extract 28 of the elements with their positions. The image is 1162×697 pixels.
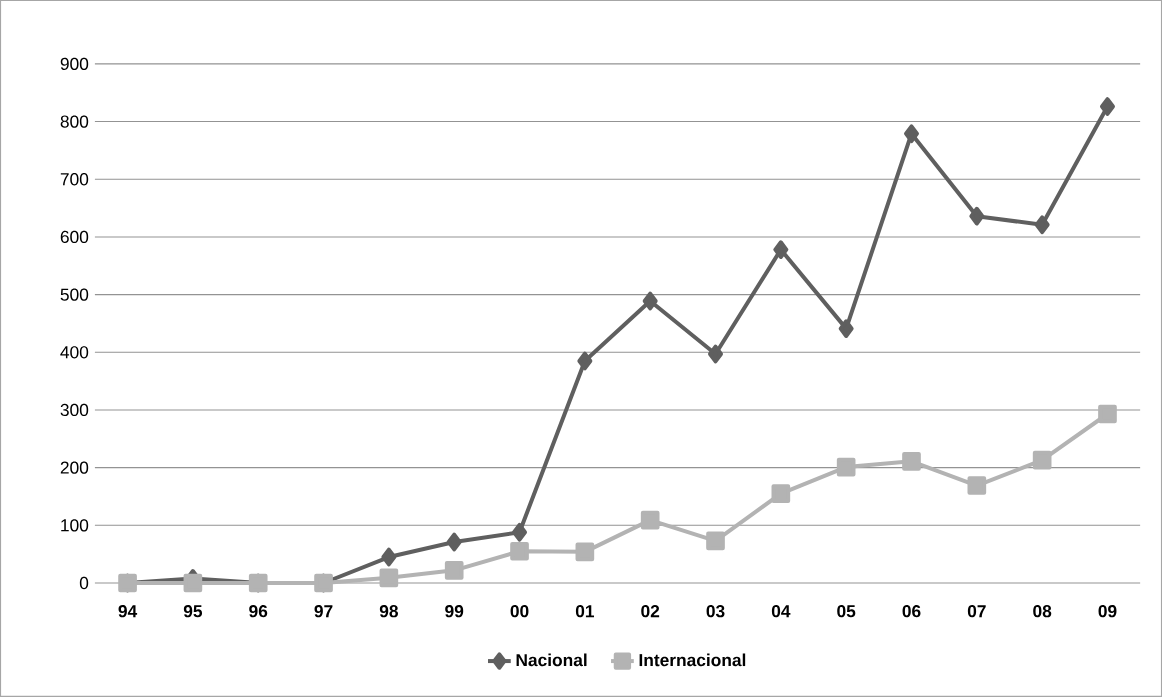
x-tick-label: 07 bbox=[967, 605, 986, 618]
y-tick-label: 400 bbox=[60, 346, 89, 359]
x-tick-label: 05 bbox=[837, 605, 856, 618]
x-tick-label: 96 bbox=[249, 605, 268, 618]
x-tick-label: 01 bbox=[575, 605, 595, 618]
x-tick-label: 95 bbox=[183, 605, 203, 618]
x-tick-label: 06 bbox=[902, 605, 921, 618]
x-tick-label: 98 bbox=[379, 605, 398, 618]
y-tick-label: 900 bbox=[60, 57, 89, 71]
x-tick-label: 94 bbox=[118, 605, 138, 618]
legend-label: Internacional bbox=[639, 653, 746, 667]
x-tick-label: 04 bbox=[771, 605, 791, 618]
x-tick-label: 00 bbox=[510, 605, 529, 618]
y-tick-label: 500 bbox=[60, 288, 89, 301]
y-tick-label: 200 bbox=[60, 461, 89, 474]
y-tick-label: 0 bbox=[79, 576, 89, 590]
x-tick-label: 99 bbox=[445, 605, 464, 618]
y-tick-label: 300 bbox=[60, 403, 89, 417]
y-tick-label: 600 bbox=[60, 230, 89, 244]
y-tick-label: 800 bbox=[60, 115, 89, 128]
y-tick-label: 100 bbox=[61, 519, 89, 532]
x-tick-label: 02 bbox=[641, 605, 660, 618]
legend-label: Nacional bbox=[516, 653, 587, 667]
x-tick-label: 03 bbox=[706, 605, 725, 618]
x-tick-label: 97 bbox=[314, 605, 333, 618]
x-tick-label: 08 bbox=[1033, 605, 1052, 618]
y-tick-label: 700 bbox=[60, 173, 89, 186]
x-tick-label: 09 bbox=[1098, 605, 1117, 618]
